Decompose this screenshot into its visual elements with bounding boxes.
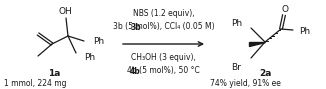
Text: 74% yield, 91% ee: 74% yield, 91% ee	[210, 78, 281, 87]
Text: 4b: 4b	[130, 66, 141, 75]
Text: 3b: 3b	[130, 23, 141, 32]
Text: 1a: 1a	[48, 69, 60, 78]
Text: 4b (5 mol%), 50 °C: 4b (5 mol%), 50 °C	[127, 66, 200, 75]
Text: 1 mmol, 224 mg: 1 mmol, 224 mg	[4, 78, 67, 87]
Text: O: O	[281, 5, 289, 14]
Text: Br: Br	[231, 63, 241, 73]
Text: NBS (1.2 equiv),: NBS (1.2 equiv),	[133, 10, 194, 19]
Text: 3b (5 mol%), CCl₄ (0.05 M): 3b (5 mol%), CCl₄ (0.05 M)	[113, 23, 214, 32]
Text: 2a: 2a	[259, 69, 271, 78]
Text: CH₃OH (3 equiv),: CH₃OH (3 equiv),	[131, 53, 196, 62]
Text: Ph: Ph	[93, 37, 104, 46]
Text: Ph: Ph	[84, 53, 95, 61]
Text: OH: OH	[58, 7, 72, 16]
Text: Ph: Ph	[299, 27, 310, 36]
Text: Ph: Ph	[231, 19, 242, 28]
Polygon shape	[249, 42, 265, 46]
